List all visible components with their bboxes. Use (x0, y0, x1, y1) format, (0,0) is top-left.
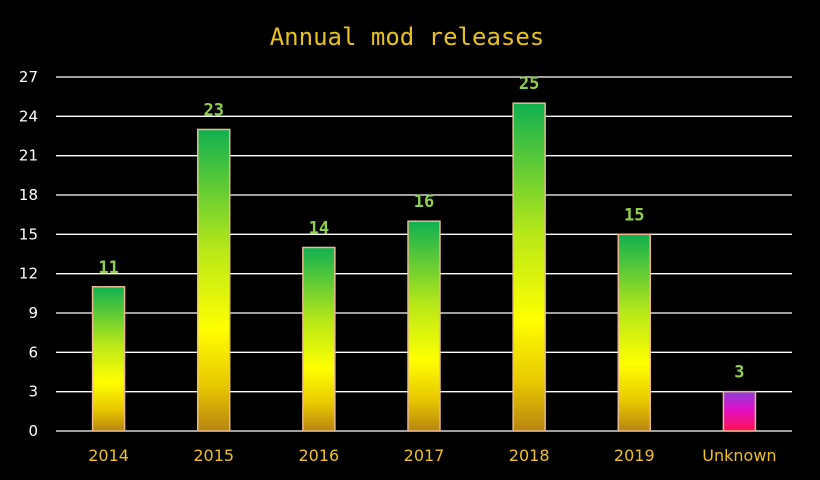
data-labels: 11 23 14 16 25 15 3 (98, 74, 744, 382)
x-tick-label: 2019 (614, 446, 655, 465)
y-tick-label: 3 (28, 383, 38, 401)
y-tick-label: 0 (28, 422, 38, 440)
x-axis-ticks: 2014 2015 2016 2017 2018 2019 Unknown (88, 446, 776, 465)
chart-title: Annual mod releases (270, 23, 545, 51)
y-tick-label: 18 (19, 186, 38, 204)
bar-2018 (512, 102, 546, 432)
data-label: 15 (624, 205, 644, 225)
bar-2016 (302, 246, 336, 432)
bar-2015 (196, 128, 231, 432)
bar-unknown (722, 390, 757, 432)
data-label: 16 (414, 192, 434, 212)
bars (91, 102, 757, 432)
y-tick-label: 21 (19, 147, 38, 165)
y-tick-label: 24 (19, 107, 38, 125)
data-label: 3 (734, 363, 744, 383)
data-label: 23 (203, 100, 223, 120)
y-axis-ticks: 0 3 6 9 12 15 18 21 24 27 (19, 68, 38, 440)
x-tick-label: 2016 (298, 446, 339, 465)
y-tick-label: 27 (19, 68, 38, 86)
x-tick-label: 2014 (88, 446, 129, 465)
y-tick-label: 9 (28, 304, 38, 322)
bar-2019 (617, 233, 652, 432)
bar-2017 (407, 220, 441, 432)
x-tick-label: 2017 (404, 446, 445, 465)
y-tick-label: 12 (19, 265, 38, 283)
data-label: 25 (519, 74, 539, 94)
y-tick-label: 15 (19, 225, 38, 243)
x-tick-label: 2015 (193, 446, 234, 465)
data-label: 11 (98, 258, 118, 278)
x-tick-label: Unknown (702, 446, 776, 465)
x-tick-label: 2018 (509, 446, 550, 465)
data-label: 14 (309, 218, 329, 238)
y-tick-label: 6 (28, 343, 38, 361)
bar-2014 (91, 286, 126, 432)
